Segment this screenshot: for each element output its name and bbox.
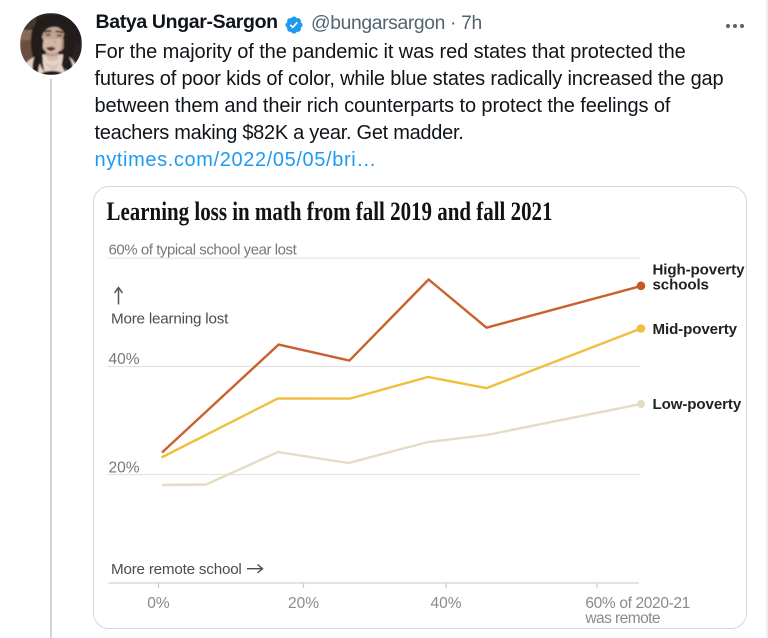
svg-text:More learning lost: More learning lost bbox=[111, 310, 229, 327]
svg-text:Learning loss in math from fal: Learning loss in math from fall 2019 and… bbox=[107, 196, 553, 226]
svg-text:High-poverty: High-poverty bbox=[653, 261, 746, 278]
svg-text:Low-poverty: Low-poverty bbox=[653, 396, 742, 413]
svg-text:was remote: was remote bbox=[584, 610, 660, 627]
svg-text:20%: 20% bbox=[288, 595, 319, 612]
svg-text:More remote school: More remote school bbox=[111, 561, 242, 578]
svg-text:60% of 2020-21: 60% of 2020-21 bbox=[585, 595, 690, 612]
svg-text:Mid-poverty: Mid-poverty bbox=[653, 321, 738, 338]
svg-text:20%: 20% bbox=[109, 460, 140, 477]
svg-text:60% of typical school year los: 60% of typical school year lost bbox=[109, 241, 298, 258]
svg-text:40%: 40% bbox=[430, 595, 461, 612]
svg-text:0%: 0% bbox=[147, 595, 170, 612]
svg-text:schools: schools bbox=[653, 276, 709, 293]
svg-text:40%: 40% bbox=[109, 351, 140, 368]
